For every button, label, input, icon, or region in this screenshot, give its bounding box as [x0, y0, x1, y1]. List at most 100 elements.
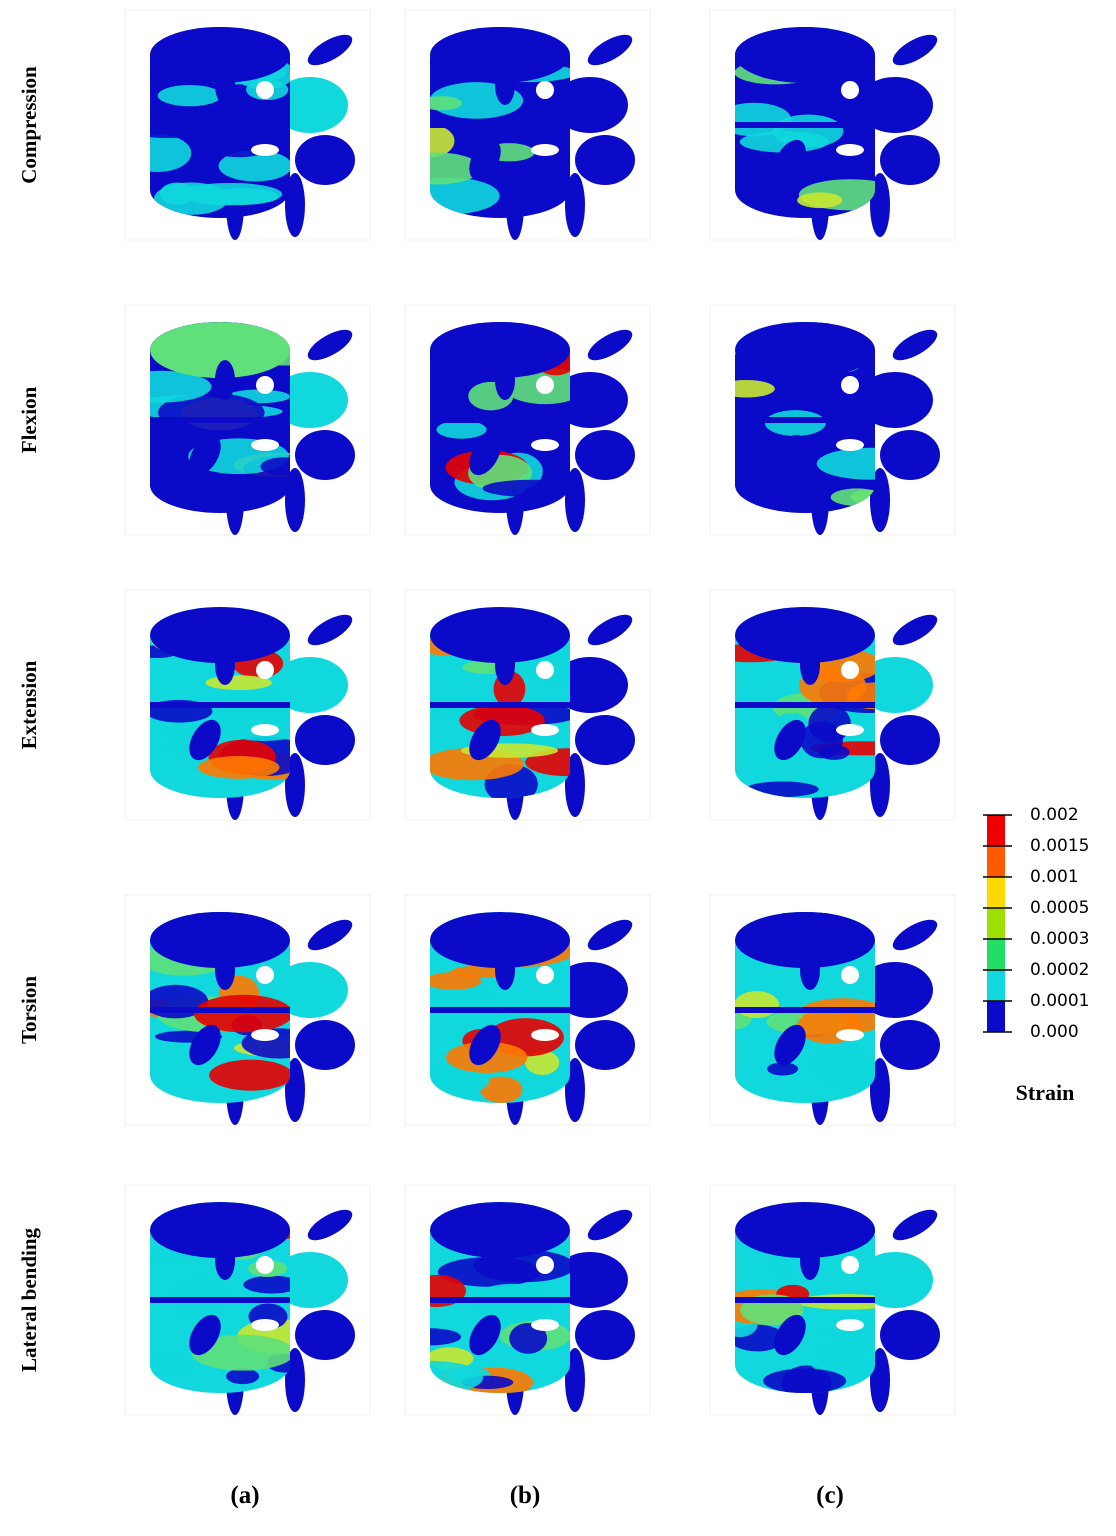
vertebra-image: [710, 895, 955, 1125]
colorbar-label: 0.0005: [1030, 898, 1089, 918]
column-label: (b): [510, 1482, 541, 1509]
vertebra-image: [115, 1185, 370, 1415]
vertebra-image: [381, 1185, 650, 1415]
vertebra-image: [115, 10, 370, 240]
disc-gap: [145, 1297, 295, 1303]
facet: [800, 65, 820, 105]
facet: [215, 950, 235, 990]
colorbar: 0.0020.00150.0010.00050.00030.00020.0001…: [983, 805, 1089, 1105]
vertebral-body: [406, 905, 577, 1105]
facet: [800, 645, 820, 685]
foramen: [531, 1319, 559, 1331]
foramen: [531, 724, 559, 736]
disc-gap: [730, 1297, 880, 1303]
process: [295, 135, 355, 185]
foramen: [841, 81, 859, 99]
foramen: [536, 966, 554, 984]
disc-gap: [145, 702, 295, 708]
facet: [215, 1240, 235, 1280]
process: [295, 1020, 355, 1070]
strain-patch: [763, 1369, 846, 1394]
facet: [495, 65, 515, 105]
process: [295, 715, 355, 765]
colorbar-label: 0.002: [1030, 805, 1079, 825]
colorbar-label: 0.0003: [1030, 929, 1089, 949]
foramen: [536, 376, 554, 394]
process: [880, 715, 940, 765]
strain-patch: [436, 420, 486, 438]
facet: [495, 950, 515, 990]
colorbar-label: 0.001: [1030, 867, 1079, 887]
vertebra-image: [709, 590, 955, 820]
page: Compression Flexion Extension Torsion Latera…: [0, 0, 1116, 1536]
disc-gap: [425, 702, 575, 708]
disc-gap: [425, 1007, 575, 1013]
foramen: [841, 1256, 859, 1274]
strain-patch: [158, 85, 222, 106]
colorbar-segment: [987, 846, 1005, 877]
foramen: [836, 439, 864, 451]
panels: [104, 10, 955, 1415]
disc-gap: [145, 1007, 295, 1013]
vertebra-image: [125, 590, 370, 820]
vertebra-image: [701, 305, 955, 535]
facet: [215, 360, 235, 400]
strain-patch: [425, 972, 481, 990]
column-label: (c): [816, 1482, 844, 1509]
strain-patch: [207, 188, 278, 205]
colorbar-label: 0.0002: [1030, 960, 1089, 980]
process: [880, 135, 940, 185]
foramen: [836, 1319, 864, 1331]
foramen: [531, 1029, 559, 1041]
foramen: [841, 376, 859, 394]
vertebra-image: [710, 1185, 955, 1415]
strain-patch: [209, 1060, 293, 1091]
facet: [495, 645, 515, 685]
process: [575, 1310, 635, 1360]
process: [575, 430, 635, 480]
figure: Compression Flexion Extension Torsion Latera…: [0, 0, 1116, 1536]
foramen: [536, 81, 554, 99]
process: [295, 430, 355, 480]
process: [295, 1310, 355, 1360]
row-label: Lateral bending: [17, 1227, 41, 1372]
strain-patch: [160, 182, 194, 204]
row-label: Flexion: [17, 386, 41, 453]
facet: [800, 1240, 820, 1280]
process: [575, 715, 635, 765]
strain-patch: [800, 721, 843, 758]
colorbar-title: Strain: [1016, 1080, 1075, 1105]
vertebra-image: [111, 305, 370, 535]
disc-gap: [145, 122, 295, 128]
strain-patch: [503, 177, 535, 214]
disc-gap: [145, 417, 295, 423]
disc-gap: [730, 417, 880, 423]
process: [880, 1020, 940, 1070]
facet: [215, 65, 235, 105]
colorbar-segment: [987, 877, 1005, 908]
foramen: [251, 724, 279, 736]
colorbar-segment: [987, 1001, 1005, 1032]
foramen: [256, 661, 274, 679]
foramen: [836, 724, 864, 736]
vertebral-body: [133, 600, 315, 800]
foramen: [836, 144, 864, 156]
colorbar-segment: [987, 970, 1005, 1001]
strain-patch: [198, 756, 280, 779]
strain-patch: [765, 410, 826, 436]
foramen: [256, 1256, 274, 1274]
foramen: [251, 439, 279, 451]
facet: [495, 360, 515, 400]
strain-patch: [226, 1368, 259, 1384]
disc-gap: [425, 417, 575, 423]
row-label: Compression: [17, 66, 41, 184]
foramen: [251, 1029, 279, 1041]
strain-patch: [797, 192, 842, 208]
row-label: Torsion: [17, 976, 41, 1044]
process: [575, 135, 635, 185]
disc-gap: [730, 1007, 880, 1013]
row-label: Extension: [17, 660, 41, 749]
colorbar-label: 0.0015: [1030, 836, 1089, 856]
colorbar-label: 0.000: [1030, 1022, 1079, 1042]
vertebra-image: [699, 10, 955, 240]
